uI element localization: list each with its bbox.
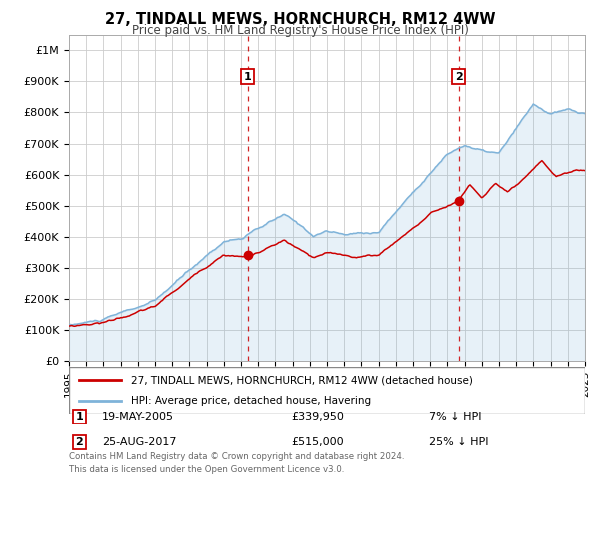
Text: 2: 2: [76, 437, 83, 447]
Text: This data is licensed under the Open Government Licence v3.0.: This data is licensed under the Open Gov…: [69, 465, 344, 474]
Text: 1: 1: [76, 412, 83, 422]
Text: Contains HM Land Registry data © Crown copyright and database right 2024.: Contains HM Land Registry data © Crown c…: [69, 452, 404, 461]
FancyBboxPatch shape: [69, 367, 585, 414]
Text: 27, TINDALL MEWS, HORNCHURCH, RM12 4WW (detached house): 27, TINDALL MEWS, HORNCHURCH, RM12 4WW (…: [131, 375, 473, 385]
Text: 25-AUG-2017: 25-AUG-2017: [102, 437, 176, 447]
Text: 2: 2: [455, 72, 463, 82]
Text: 19-MAY-2005: 19-MAY-2005: [102, 412, 174, 422]
FancyBboxPatch shape: [73, 409, 86, 424]
Text: 25% ↓ HPI: 25% ↓ HPI: [429, 437, 488, 447]
FancyBboxPatch shape: [73, 435, 86, 449]
Text: 27, TINDALL MEWS, HORNCHURCH, RM12 4WW: 27, TINDALL MEWS, HORNCHURCH, RM12 4WW: [105, 12, 495, 27]
Text: Price paid vs. HM Land Registry's House Price Index (HPI): Price paid vs. HM Land Registry's House …: [131, 24, 469, 37]
Text: £339,950: £339,950: [291, 412, 344, 422]
Text: HPI: Average price, detached house, Havering: HPI: Average price, detached house, Have…: [131, 396, 371, 406]
Text: 7% ↓ HPI: 7% ↓ HPI: [429, 412, 482, 422]
Text: 1: 1: [244, 72, 251, 82]
Text: £515,000: £515,000: [291, 437, 344, 447]
